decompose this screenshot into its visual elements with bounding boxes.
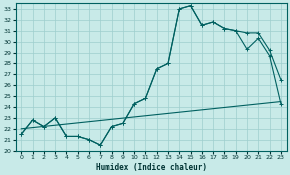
X-axis label: Humidex (Indice chaleur): Humidex (Indice chaleur) xyxy=(96,163,206,172)
